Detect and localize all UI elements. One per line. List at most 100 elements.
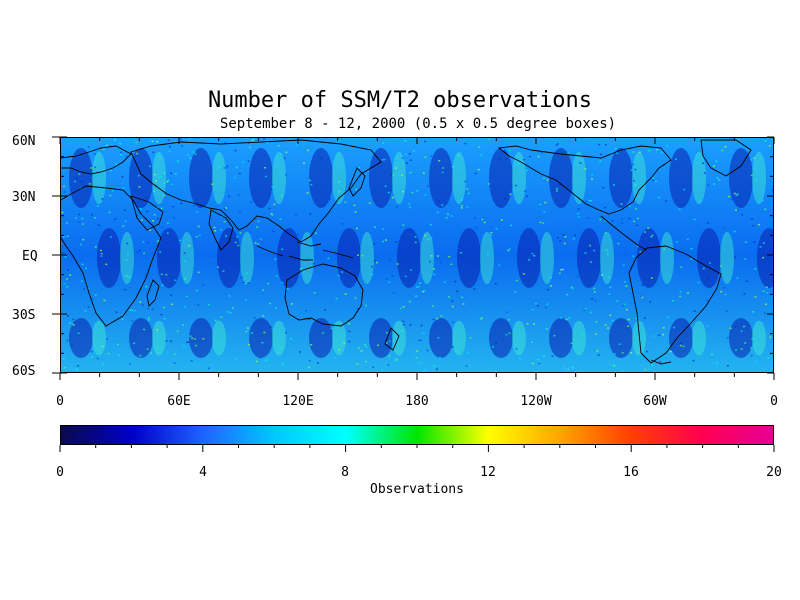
speckle-dot [85, 267, 87, 270]
speckle-dot [437, 200, 440, 202]
speckle-dot [74, 217, 77, 219]
speckle-dot [94, 294, 97, 296]
speckle-dot [450, 215, 453, 217]
speckle-dot [707, 278, 710, 280]
speckle-dot [290, 303, 293, 305]
speckle-dot [180, 202, 183, 204]
speckle-dot [652, 335, 655, 337]
speckle-dot [66, 235, 69, 237]
speckle-dot [745, 280, 748, 283]
coast-madagascar [146, 279, 160, 307]
speckle-dot [523, 190, 526, 192]
speckle-dot [225, 235, 227, 237]
swath-bright [240, 231, 254, 285]
speckle-dot [718, 179, 721, 181]
speckle-dot [116, 343, 119, 346]
coast-africa [61, 185, 162, 327]
speckle-dot [416, 286, 418, 288]
coast-europe [61, 145, 132, 175]
speckle-dot [635, 317, 638, 320]
speckle-dot [589, 244, 591, 247]
speckle-dot [623, 303, 626, 306]
speckle-dot [101, 345, 104, 348]
speckle-dot [149, 341, 152, 343]
speckle-dot [63, 367, 66, 369]
speckle-dot [409, 171, 412, 174]
swath-dark [729, 318, 753, 358]
speckle-dot [245, 272, 248, 275]
speckle-dot [320, 175, 323, 178]
coast-australia [284, 263, 364, 327]
speckle-dot [726, 337, 729, 339]
speckle-dot [166, 351, 169, 353]
speckle-dot [651, 364, 654, 367]
speckle-dot [163, 194, 165, 197]
speckle-dot [107, 352, 110, 355]
speckle-dot [152, 151, 155, 154]
speckle-dot [637, 245, 639, 248]
speckle-dot [577, 212, 580, 215]
speckle-dot [543, 177, 545, 179]
speckle-dot [566, 293, 569, 296]
speckle-dot [262, 289, 264, 291]
speckle-dot [341, 223, 344, 225]
speckle-dot [188, 138, 191, 141]
speckle-dot [399, 307, 402, 310]
speckle-dot [109, 194, 112, 197]
speckle-dot [762, 242, 765, 244]
speckle-dot [707, 263, 710, 266]
swath-dark [249, 318, 273, 358]
speckle-dot [327, 257, 330, 260]
speckle-dot [747, 193, 749, 195]
speckle-dot [639, 251, 642, 253]
swath-dark [337, 228, 361, 288]
speckle-dot [715, 362, 718, 364]
speckle-dot [408, 300, 411, 303]
coast-new-zealand [384, 327, 400, 351]
speckle-dot [473, 217, 476, 220]
speckle-dot [122, 225, 125, 227]
speckle-dot [591, 298, 594, 300]
lat-label-30n: 30N [12, 190, 36, 205]
speckle-dot [765, 286, 768, 289]
speckle-dot [333, 323, 336, 326]
speckle-dot [663, 248, 666, 251]
speckle-dot [77, 332, 80, 334]
speckle-dot [542, 355, 545, 357]
lon-label-60w: 60W [643, 394, 667, 409]
speckle-dot [632, 163, 635, 166]
speckle-dot [598, 143, 601, 146]
speckle-dot [248, 343, 250, 346]
speckle-dot [128, 309, 131, 311]
speckle-dot [141, 304, 144, 306]
speckle-dot [616, 175, 619, 178]
speckle-dot [197, 304, 200, 306]
speckle-dot [156, 240, 159, 243]
speckle-dot [281, 248, 284, 250]
speckle-dot [168, 150, 171, 152]
swath-dark [609, 318, 633, 358]
speckle-dot [593, 291, 596, 293]
speckle-dot [240, 276, 243, 279]
speckle-dot [537, 155, 540, 158]
speckle-dot [744, 241, 747, 243]
speckle-dot [652, 177, 655, 179]
speckle-dot [662, 333, 664, 336]
speckle-dot [78, 221, 81, 223]
speckle-dot [404, 153, 407, 155]
speckle-dot [70, 344, 73, 347]
speckle-dot [307, 149, 310, 152]
speckle-dot [207, 303, 210, 306]
speckle-dot [72, 322, 75, 324]
speckle-dot [423, 369, 426, 371]
speckle-dot [388, 340, 391, 343]
speckle-dot [509, 224, 512, 227]
speckle-dot [171, 303, 173, 305]
speckle-dot [402, 320, 405, 323]
speckle-dot [197, 271, 200, 274]
speckle-dot [133, 353, 136, 356]
speckle-dot [313, 292, 316, 294]
speckle-dot [531, 308, 534, 311]
speckle-dot [316, 156, 319, 158]
speckle-dot [348, 330, 351, 333]
